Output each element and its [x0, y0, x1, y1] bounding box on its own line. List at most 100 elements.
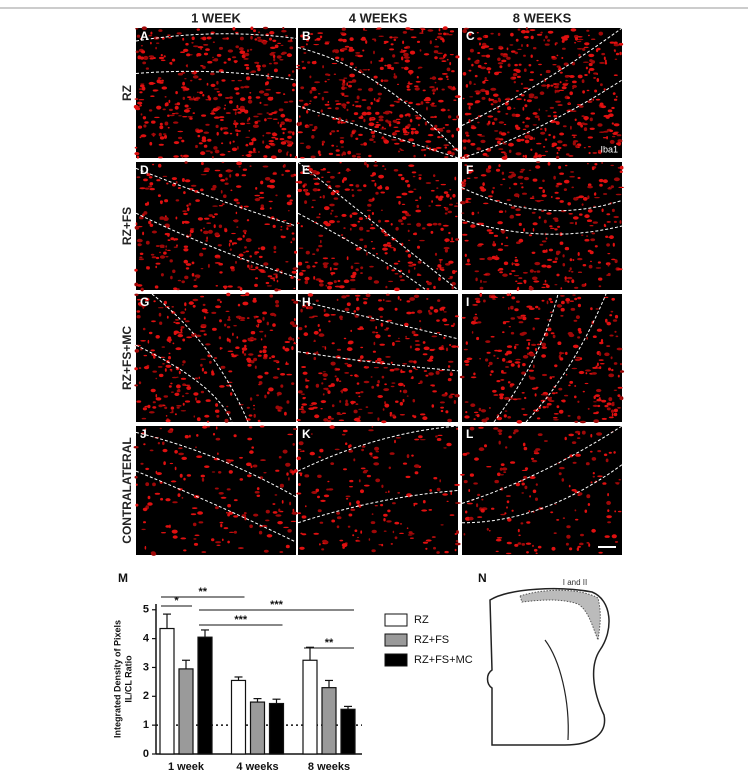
cell [228, 511, 234, 515]
cell [506, 293, 510, 297]
layer-boundary [297, 212, 427, 291]
cell [526, 99, 532, 103]
cell [136, 310, 141, 313]
cell [338, 38, 344, 42]
cell [399, 114, 404, 118]
cell [555, 251, 560, 256]
cell [375, 111, 380, 115]
cell [609, 235, 614, 240]
cell [478, 447, 485, 452]
cell [353, 262, 360, 264]
cell [546, 258, 553, 261]
cell [224, 323, 227, 327]
layer-boundary [135, 167, 297, 227]
cell [542, 146, 546, 148]
cell [173, 121, 179, 124]
cell [493, 93, 499, 97]
cell [340, 121, 344, 124]
cell [229, 174, 232, 178]
cell [521, 331, 527, 335]
cell [214, 232, 220, 236]
cell [399, 51, 406, 53]
cell [413, 503, 416, 507]
cell [553, 175, 556, 180]
cell [287, 529, 292, 533]
cell [489, 373, 492, 376]
cell [570, 28, 577, 32]
cell [250, 360, 255, 364]
cell [165, 498, 171, 502]
cell [232, 56, 237, 59]
cell [497, 269, 500, 272]
cell [323, 494, 330, 498]
cell [361, 99, 367, 101]
cell [465, 341, 468, 345]
cell [135, 50, 139, 54]
cell [351, 154, 357, 158]
cell [474, 74, 478, 78]
cell [534, 261, 541, 266]
cell [498, 440, 501, 445]
cell [413, 360, 417, 364]
cell [147, 495, 151, 500]
cell [524, 124, 530, 128]
cell [606, 321, 612, 326]
cell [200, 229, 203, 232]
cell [239, 287, 243, 291]
cell [395, 437, 401, 439]
cell [137, 101, 143, 105]
cell [495, 137, 501, 141]
cell [453, 322, 456, 326]
cell [368, 87, 374, 92]
cell [322, 65, 324, 69]
cell [246, 406, 250, 409]
cell [279, 510, 284, 513]
cell [583, 147, 586, 149]
cell [613, 177, 620, 182]
cell [281, 500, 284, 504]
cell [358, 479, 361, 483]
cell [272, 118, 278, 120]
cell [470, 403, 476, 408]
cell [362, 470, 367, 474]
cell [236, 132, 239, 137]
cell [609, 314, 613, 317]
cell [519, 182, 524, 185]
cell [353, 409, 358, 414]
panel-label: H [302, 295, 311, 309]
cell [482, 281, 488, 283]
cell [498, 432, 502, 435]
cell [342, 121, 346, 124]
cell [267, 73, 270, 76]
cell [134, 349, 140, 353]
cell [521, 469, 528, 471]
cell [292, 131, 295, 136]
cell [383, 42, 387, 44]
cell [250, 264, 253, 269]
cell [273, 57, 276, 62]
cell [396, 83, 400, 85]
cell [183, 191, 186, 195]
cell [400, 148, 403, 151]
cell [180, 537, 187, 540]
cell [575, 518, 579, 521]
cell [473, 83, 476, 85]
cell [279, 138, 285, 141]
cell [285, 363, 289, 365]
cell [211, 471, 216, 473]
cell [371, 212, 374, 215]
cell [506, 345, 513, 348]
cell [378, 118, 384, 122]
micrograph [462, 162, 622, 290]
cell [401, 216, 407, 220]
cell [588, 70, 591, 74]
cell [568, 155, 574, 157]
cell [617, 407, 621, 409]
cell [159, 321, 163, 325]
cell [343, 95, 349, 97]
cell [419, 439, 426, 441]
cell [379, 343, 386, 346]
cell [316, 37, 321, 41]
cell [217, 452, 219, 456]
cell [446, 58, 449, 61]
